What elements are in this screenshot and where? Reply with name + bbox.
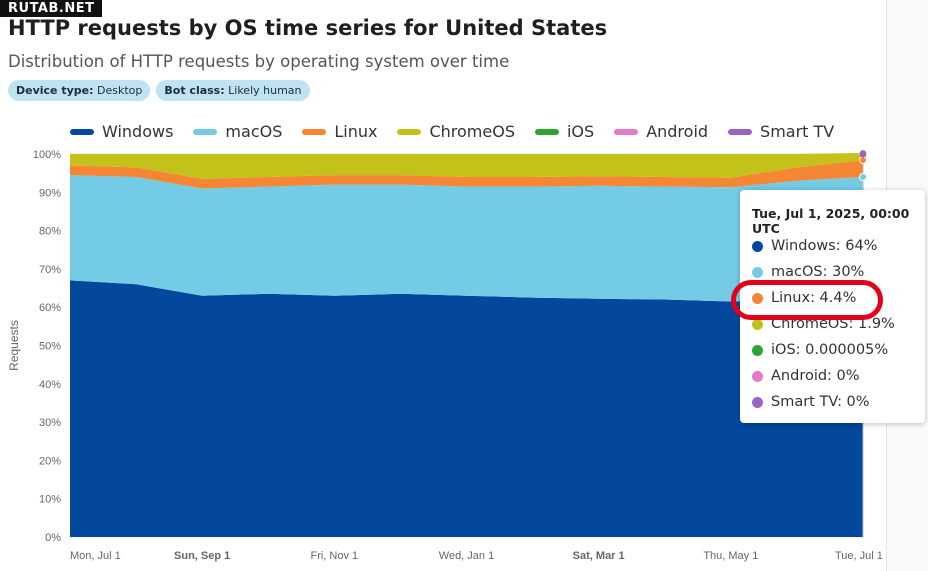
legend-swatch [614,128,639,135]
x-tick-label: Tue, Jul 1 [835,550,883,562]
tooltip-dot [752,318,763,330]
y-tick-label: 40% [39,379,61,391]
tooltip-title: Tue, Jul 1, 2025, 00:00 UTC [752,206,910,236]
y-axis-label: Requests [7,320,21,371]
tooltip-text: Windows: 64% [771,238,878,254]
tooltip-dot [752,240,763,252]
x-tick-label: Sat, Mar 1 [573,550,625,562]
tooltip-dot [752,370,763,382]
area-series-macos[interactable] [70,175,863,302]
y-tick-label: 70% [39,264,61,276]
filter-bar: Device type: Desktop Bot class: Likely h… [8,80,310,101]
tooltip-text: ChromeOS: 1.9% [771,316,895,332]
page-title: HTTP requests by OS time series for Unit… [8,16,608,40]
x-tick-label: Fri, Nov 1 [310,550,358,562]
tooltip-dot [752,292,763,304]
legend-swatch [534,128,559,135]
legend-label: Windows [102,122,174,141]
watermark: RUTAB.NET [0,0,103,17]
legend-swatch [70,128,94,135]
legend-label: Linux [334,122,378,141]
x-tick-label: Wed, Jan 1 [439,550,494,562]
legend-item-ios[interactable]: iOS [534,122,595,141]
legend-swatch [302,128,327,135]
y-tick-label: 90% [39,187,61,199]
tooltip-row-windows: Windows: 64% [752,236,877,256]
highlight-annotation [731,280,883,320]
x-tick-label: Mon, Jul 1 [70,550,121,562]
page-subtitle: Distribution of HTTP requests by operati… [8,52,510,71]
hover-marker-smart-tv [859,150,867,158]
tooltip-row-android: Android: 0% [752,366,860,386]
legend-swatch [397,128,422,135]
hover-marker-macos [859,172,867,181]
legend-item-windows[interactable]: Windows [70,122,173,141]
y-tick-label: 100% [33,149,61,161]
y-tick-label: 50% [39,341,61,353]
legend-label: Smart TV [760,122,835,141]
legend-label: ChromeOS [429,122,515,141]
y-tick-label: 60% [39,302,61,314]
chart-legend: Windows macOS Linux ChromeOS iOS Android Smart… [70,122,854,141]
tooltip-dot [752,344,763,356]
area-series-windows[interactable] [70,280,863,537]
y-tick-label: 30% [39,417,61,429]
filter-chip-label: Device type: [16,84,94,97]
y-tick-label: 20% [39,455,61,467]
y-tick-label: 80% [39,226,61,238]
tooltip-text: Android: 0% [771,368,860,384]
legend-item-smart-tv[interactable]: Smart TV [728,122,834,141]
legend-item-android[interactable]: Android [614,122,708,141]
tooltip-row-ios: iOS: 0.000005% [752,340,888,360]
filter-chip-value: Desktop [97,84,143,97]
area-series-linux[interactable] [70,160,863,189]
tooltip-row-smart-tv: Smart TV: 0% [752,392,870,412]
chart-tooltip: Tue, Jul 1, 2025, 00:00 UTC Windows: 64%… [740,190,925,423]
area-chart: 0% 10% 20% 30% 40% 50% 60% 70% 80% 90% 100% Request… [7,148,883,562]
filter-chip-label: Bot class: [164,84,225,97]
legend-item-macos[interactable]: macOS [193,122,282,141]
tooltip-text: macOS: 30% [771,264,865,280]
tooltip-dot [752,396,763,408]
area-series-chromeos[interactable] [70,152,863,179]
legend-swatch [193,128,218,135]
filter-chip-value: Likely human [228,84,302,97]
x-tick-label: Sun, Sep 1 [174,550,230,562]
tooltip-row-macos: macOS: 30% [752,262,864,282]
tooltip-dot [752,266,763,278]
tooltip-text: Linux: 4.4% [771,290,857,306]
legend-item-linux[interactable]: Linux [302,122,377,141]
legend-label: iOS [566,122,595,141]
filter-chip-device-type[interactable]: Device type: Desktop [8,80,151,101]
legend-swatch [728,128,753,135]
filter-chip-bot-class[interactable]: Bot class: Likely human [156,80,310,101]
y-tick-label: 0% [45,532,61,544]
legend-label: macOS [225,122,283,141]
tooltip-text: iOS: 0.000005% [771,342,889,358]
tooltip-text: Smart TV: 0% [771,394,870,410]
legend-item-chromeos[interactable]: ChromeOS [397,122,515,141]
legend-label: Android [646,122,709,141]
y-tick-label: 10% [39,494,61,506]
tooltip-row-linux: Linux: 4.4% [752,288,856,308]
hover-marker-linux [859,156,867,165]
tooltip-row-chromeos: ChromeOS: 1.9% [752,314,895,334]
x-tick-label: Thu, May 1 [703,550,758,562]
